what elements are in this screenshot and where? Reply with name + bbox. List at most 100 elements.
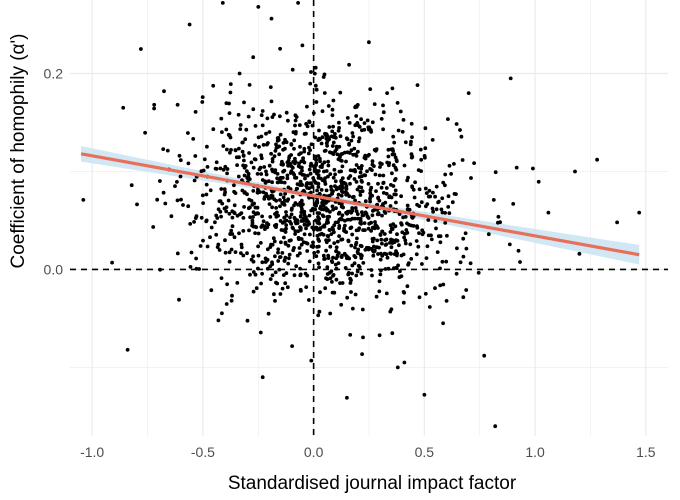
data-point	[262, 165, 267, 169]
data-point	[298, 144, 302, 149]
data-point	[351, 134, 355, 139]
data-point	[369, 229, 373, 233]
data-point	[175, 251, 180, 256]
data-point	[264, 131, 268, 136]
data-point	[178, 158, 183, 163]
data-point	[259, 134, 264, 139]
data-point	[355, 187, 360, 192]
data-point	[219, 276, 224, 280]
data-point	[318, 156, 322, 161]
data-point	[297, 246, 302, 250]
data-point	[366, 226, 371, 231]
data-point	[377, 333, 382, 338]
data-point	[384, 191, 389, 196]
data-point	[270, 180, 274, 185]
data-point	[275, 180, 280, 185]
data-point	[360, 352, 364, 356]
data-point	[348, 276, 353, 281]
data-point	[417, 295, 422, 300]
data-point	[282, 180, 287, 185]
data-point	[400, 129, 405, 134]
data-point	[326, 174, 330, 179]
data-point	[270, 157, 275, 161]
data-point	[261, 219, 266, 224]
data-point	[304, 285, 309, 289]
data-point	[423, 126, 428, 131]
data-point	[290, 194, 295, 199]
data-point	[285, 173, 290, 178]
data-point	[420, 232, 425, 237]
data-point	[227, 259, 232, 264]
data-point	[81, 198, 86, 202]
data-point	[330, 144, 335, 148]
data-point	[349, 138, 354, 143]
data-point	[420, 262, 424, 266]
data-point	[256, 231, 261, 236]
data-point	[380, 253, 385, 258]
data-point	[438, 283, 443, 288]
data-point	[326, 104, 331, 108]
data-point	[424, 204, 428, 209]
data-point	[360, 253, 364, 258]
data-point	[595, 157, 599, 162]
data-point	[270, 159, 275, 164]
data-point	[324, 276, 328, 281]
data-point	[317, 265, 321, 270]
data-point	[260, 260, 265, 265]
data-point	[406, 261, 411, 265]
data-point	[430, 206, 435, 211]
data-point	[435, 250, 440, 255]
data-point	[312, 71, 317, 76]
data-point	[225, 282, 230, 287]
data-point	[286, 243, 291, 248]
data-point	[220, 1, 225, 5]
data-point	[321, 253, 326, 258]
data-point	[353, 292, 358, 297]
data-point	[229, 247, 234, 252]
data-point	[423, 291, 428, 296]
data-point	[403, 140, 408, 145]
data-point	[354, 180, 359, 184]
data-point	[334, 187, 339, 192]
data-point	[283, 191, 287, 196]
data-point	[280, 286, 285, 291]
data-point	[250, 218, 255, 223]
data-point	[251, 55, 256, 60]
data-point	[394, 159, 399, 164]
data-point	[319, 204, 323, 209]
data-point	[251, 254, 256, 259]
data-point	[405, 284, 410, 289]
data-point	[417, 231, 421, 236]
data-point	[281, 141, 286, 145]
data-point	[277, 144, 282, 149]
data-point	[265, 116, 270, 121]
data-point	[363, 247, 368, 252]
data-point	[349, 290, 353, 294]
data-point	[397, 243, 401, 248]
data-point	[248, 215, 253, 220]
data-point	[307, 167, 312, 172]
data-point	[241, 154, 246, 158]
data-point	[422, 154, 427, 158]
data-point	[272, 292, 276, 297]
data-point	[175, 198, 180, 203]
data-point	[390, 152, 395, 157]
data-point	[427, 305, 432, 309]
data-point	[300, 168, 304, 173]
data-point	[371, 253, 376, 258]
data-point	[353, 255, 358, 260]
data-point	[125, 347, 130, 352]
data-point	[282, 219, 287, 224]
data-point	[531, 166, 535, 171]
data-point	[353, 198, 357, 203]
data-point	[219, 214, 224, 219]
data-point	[353, 206, 358, 210]
data-point	[299, 242, 304, 247]
data-point	[260, 271, 264, 276]
data-point	[377, 173, 382, 178]
data-point	[280, 251, 285, 255]
data-point	[428, 194, 433, 199]
data-point	[368, 87, 373, 91]
data-point	[364, 212, 369, 216]
data-point	[302, 209, 307, 214]
